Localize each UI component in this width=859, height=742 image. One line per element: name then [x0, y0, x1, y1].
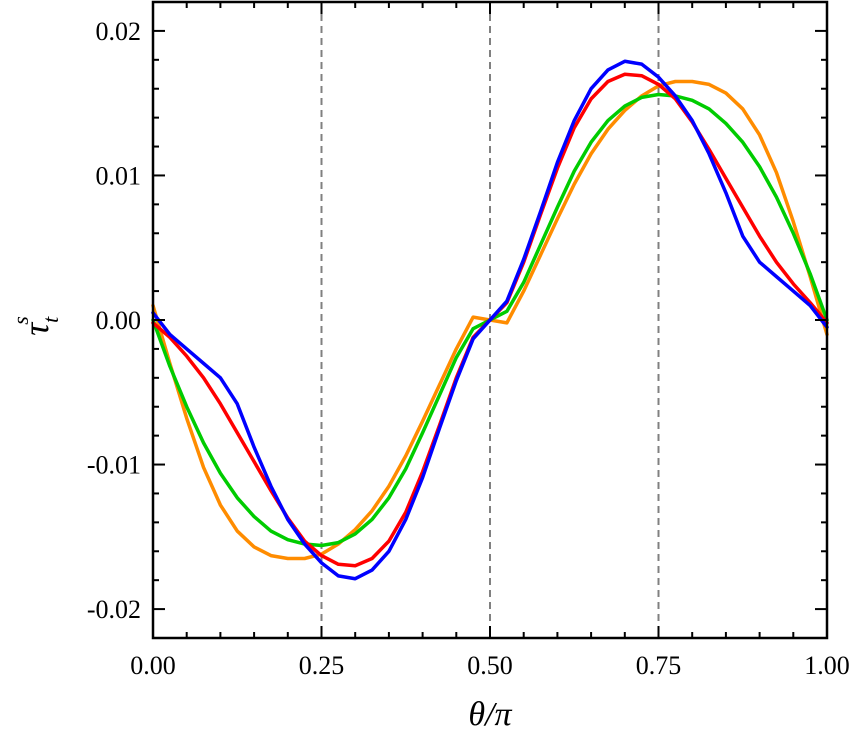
y-tick-label: 0.02 — [96, 17, 142, 46]
y-tick-label: -0.02 — [87, 595, 141, 624]
y-tick-label: -0.01 — [87, 451, 141, 480]
tick-labels: 0.00 0.25 0.50 0.75 1.00 -0.02 -0.01 0.00 0.01 0.… — [87, 17, 850, 680]
y-axis-label-subscript: t — [38, 316, 63, 323]
x-tick-label: 1.00 — [804, 651, 850, 680]
x-axis-label: θ/π — [468, 696, 512, 733]
axis-ticks — [152, 0, 828, 639]
y-axis-label-main: τ — [16, 322, 56, 336]
x-tick-label: 0.50 — [467, 651, 513, 680]
y-axis-label-superscript: s — [8, 316, 33, 325]
x-tick-label: 0.75 — [636, 651, 682, 680]
series-group — [151, 59, 829, 581]
y-tick-label: 0.01 — [96, 161, 142, 190]
svg-text:τts: τts — [8, 316, 63, 336]
x-tick-label: 0.00 — [130, 651, 176, 680]
y-axis-label: τts — [8, 316, 63, 336]
y-tick-label: 0.00 — [96, 306, 142, 335]
x-tick-label: 0.25 — [299, 651, 345, 680]
series-line-3 — [151, 59, 829, 581]
